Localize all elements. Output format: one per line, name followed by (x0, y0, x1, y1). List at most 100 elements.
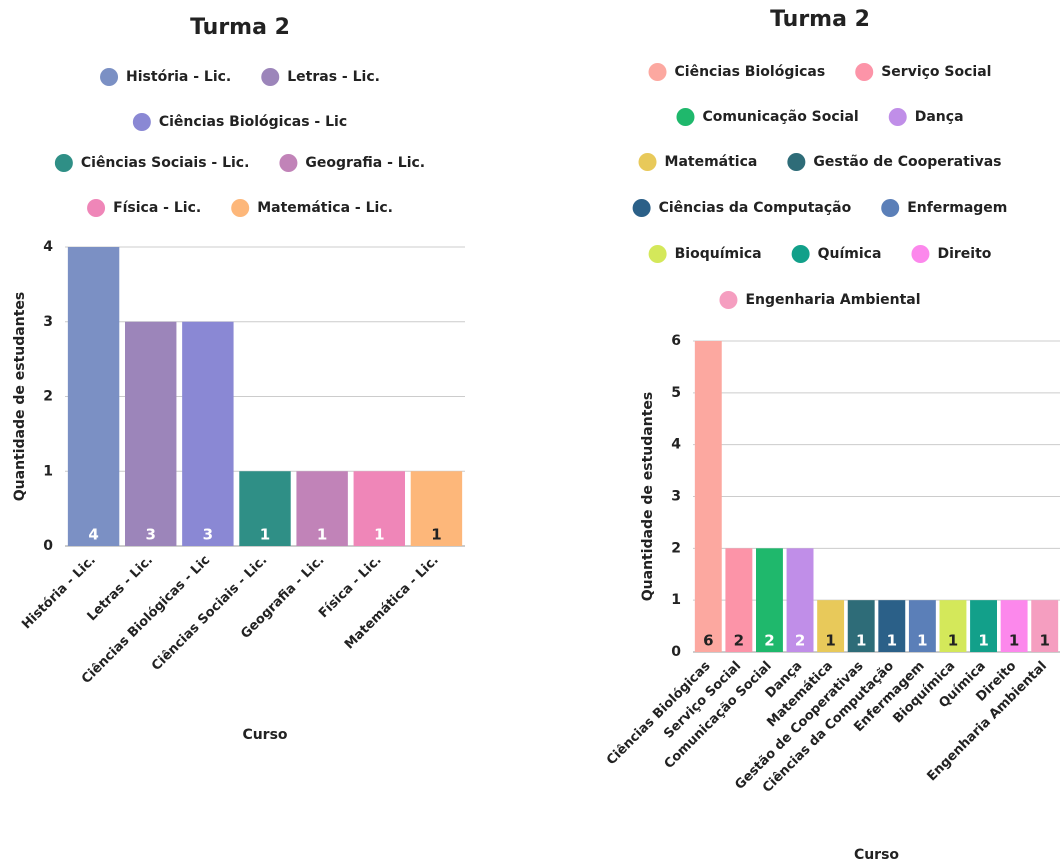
legend-label: Matemática - Lic. (257, 200, 393, 216)
x-axis-label: Curso (242, 727, 287, 743)
y-tick-label: 3 (671, 489, 681, 505)
value-label: 2 (795, 632, 805, 650)
bar (410, 471, 463, 546)
value-label: 1 (887, 632, 897, 650)
y-tick-label: 4 (671, 437, 681, 453)
bar (847, 600, 875, 652)
legend-label: Química (818, 246, 882, 262)
y-tick-label: 6 (671, 333, 681, 349)
bar (786, 548, 814, 652)
legend-swatch (855, 63, 874, 81)
value-label: 1 (917, 632, 927, 650)
y-tick-label: 2 (671, 540, 681, 556)
legend-label: Direito (937, 246, 991, 262)
legend-swatch (638, 153, 657, 171)
legend-label: Ciências Biológicas (675, 64, 826, 80)
x-axis-label: Curso (854, 847, 899, 863)
chart-title: Turma 2 (770, 7, 870, 32)
legend-label: Letras - Lic. (287, 69, 380, 85)
legend-swatch (676, 108, 695, 126)
legend-swatch (791, 245, 810, 263)
legend-label: Gestão de Cooperativas (813, 154, 1001, 170)
chart: Turma 2 História - Lic. Letras - Lic. Ciênc… (12, 15, 465, 743)
legend-swatch (261, 68, 280, 86)
legend-swatch (100, 68, 119, 86)
x-tick-label: Matemática - Lic. (342, 553, 442, 653)
value-label: 3 (203, 526, 213, 544)
legend-label: História - Lic. (126, 69, 231, 85)
legend-swatch (648, 245, 667, 263)
legend-swatch (87, 199, 106, 217)
bar (756, 548, 783, 652)
y-tick-label: 1 (43, 463, 53, 479)
bar (908, 600, 936, 652)
legend-row: Ciências Biológicas Serviço Social (648, 63, 991, 81)
value-label: 1 (317, 526, 327, 544)
value-label: 1 (374, 526, 384, 544)
bar (970, 600, 997, 652)
bar (125, 321, 177, 546)
legend-swatch (911, 245, 930, 263)
y-axis-label: Quantidade de estudantes (12, 292, 28, 501)
legend-swatch (132, 113, 151, 131)
value-label: 1 (978, 632, 988, 650)
value-label: 1 (431, 526, 441, 544)
chart-title: Turma 2 (190, 15, 290, 40)
x-tick-label: História - Lic. (19, 553, 99, 633)
legend-label: Comunicação Social (702, 109, 858, 125)
y-tick-label: 1 (671, 592, 681, 608)
legend-swatch (787, 153, 806, 171)
legend-swatch (719, 291, 738, 309)
legend-label: Matemática (665, 154, 758, 170)
legend-row: Matemática Gestão de Cooperativas (638, 153, 1001, 171)
legend-label: Serviço Social (881, 64, 991, 80)
bar (353, 471, 405, 546)
value-label: 1 (1039, 632, 1049, 650)
legend-row: Comunicação Social Dança (676, 108, 964, 126)
legend-label: Ciências Sociais - Lic. (81, 155, 250, 171)
legend-swatch (888, 108, 907, 126)
legend-row: Ciências da Computação Enfermagem (632, 199, 1007, 217)
bar (878, 600, 906, 652)
bar (817, 600, 845, 652)
value-label: 1 (825, 632, 835, 650)
legend-row: Ciências Biológicas - Lic (132, 113, 347, 131)
value-label: 4 (88, 526, 98, 544)
legend-label: Ciências da Computação (659, 200, 852, 216)
bar (725, 548, 753, 652)
value-label: 2 (764, 632, 774, 650)
value-label: 1 (856, 632, 866, 650)
legend-label: Dança (915, 109, 964, 125)
legend-label: Geografia - Lic. (305, 155, 425, 171)
chart: Turma 2 Ciências Biológicas Serviço Social… (604, 7, 1060, 863)
legend-row: Bioquímica Química Direito (648, 245, 992, 263)
legend-label: Física - Lic. (113, 200, 201, 216)
bar (182, 321, 234, 546)
legend-label: Bioquímica (675, 246, 762, 262)
y-tick-label: 0 (671, 644, 681, 660)
legend-row: Ciências Sociais - Lic. Geografia - Lic. (54, 154, 425, 172)
bar (296, 471, 348, 546)
legend-label: Engenharia Ambiental (745, 292, 920, 308)
legend-swatch (279, 154, 298, 172)
value-label: 1 (948, 632, 958, 650)
bar (67, 247, 120, 546)
legend-row: Física - Lic. Matemática - Lic. (87, 199, 393, 217)
legend-row: Engenharia Ambiental (719, 291, 921, 309)
y-tick-label: 5 (671, 385, 681, 401)
legend-row: História - Lic. Letras - Lic. (100, 68, 380, 86)
y-tick-label: 4 (43, 239, 53, 255)
bar (694, 341, 722, 652)
bar (1031, 600, 1059, 652)
value-label: 2 (734, 632, 744, 650)
value-label: 3 (145, 526, 155, 544)
x-tick-label: Ciências Sociais - Lic. (149, 553, 270, 674)
y-tick-label: 2 (43, 389, 53, 405)
legend-swatch (54, 154, 73, 172)
legend-label: Enfermagem (907, 200, 1007, 216)
legend-swatch (231, 199, 250, 217)
legend-label: Ciências Biológicas - Lic (159, 114, 347, 130)
value-label: 1 (1009, 632, 1019, 650)
value-label: 1 (260, 526, 270, 544)
